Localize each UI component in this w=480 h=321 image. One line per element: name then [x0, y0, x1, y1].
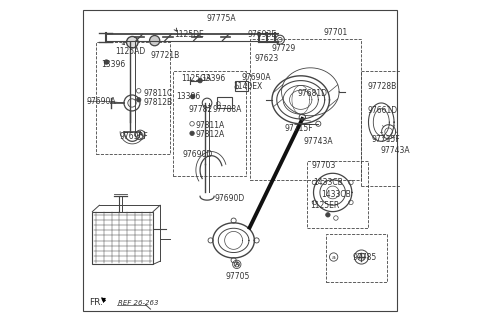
Text: 97728B: 97728B: [368, 82, 397, 91]
Text: 13396: 13396: [176, 92, 200, 101]
Bar: [250, 39, 361, 180]
Text: 97693E: 97693E: [248, 30, 277, 39]
Text: 97788A: 97788A: [213, 105, 242, 114]
Text: 97690D: 97690D: [182, 150, 213, 159]
Circle shape: [325, 213, 330, 217]
Text: 1433CB: 1433CB: [322, 190, 351, 199]
Text: A: A: [235, 262, 239, 267]
Bar: [307, 160, 368, 228]
Text: 97743A: 97743A: [381, 146, 410, 155]
Text: 97721B: 97721B: [151, 50, 180, 59]
Text: 97701: 97701: [323, 28, 348, 37]
Text: 97681D: 97681D: [298, 89, 327, 98]
Polygon shape: [102, 297, 106, 302]
Text: 97812B: 97812B: [144, 98, 173, 107]
Text: 97661D: 97661D: [367, 107, 397, 116]
Circle shape: [198, 78, 202, 83]
Text: 97703: 97703: [312, 161, 336, 170]
Bar: [96, 42, 170, 154]
Text: 1125GA: 1125GA: [181, 74, 211, 83]
Circle shape: [191, 94, 195, 99]
Circle shape: [190, 131, 194, 135]
Text: 97812A: 97812A: [195, 130, 225, 139]
Circle shape: [104, 60, 108, 64]
Text: FR.: FR.: [89, 298, 103, 307]
Circle shape: [136, 98, 141, 102]
Text: 97715F: 97715F: [371, 135, 400, 144]
Circle shape: [127, 37, 138, 48]
Text: 97785: 97785: [352, 254, 377, 263]
Text: 97811A: 97811A: [195, 121, 225, 130]
Circle shape: [234, 262, 240, 267]
Text: 97705: 97705: [226, 272, 250, 281]
Text: 97782: 97782: [189, 105, 213, 114]
Text: 1125AD: 1125AD: [115, 47, 145, 56]
Text: 97743A: 97743A: [304, 137, 334, 146]
Bar: [173, 71, 246, 177]
Text: 13396: 13396: [202, 74, 226, 83]
Text: 1433CB: 1433CB: [313, 178, 343, 187]
Text: 97715F: 97715F: [284, 124, 313, 133]
Text: 97775A: 97775A: [206, 14, 236, 23]
Text: 97690A: 97690A: [241, 73, 271, 82]
Bar: [361, 71, 400, 186]
Bar: [235, 81, 248, 91]
Text: a: a: [332, 255, 336, 259]
Text: 97811C: 97811C: [144, 89, 173, 98]
Text: 13396: 13396: [101, 60, 125, 69]
Text: 97690D: 97690D: [215, 194, 245, 203]
Circle shape: [150, 36, 160, 46]
Text: 97690F: 97690F: [119, 132, 148, 141]
Text: 97690A: 97690A: [86, 97, 116, 106]
Text: 97623: 97623: [254, 54, 278, 63]
Bar: [92, 212, 153, 265]
Bar: [326, 234, 387, 282]
Text: REF 26-263: REF 26-263: [118, 300, 158, 306]
Text: 97729: 97729: [272, 44, 296, 53]
Text: 1140EX: 1140EX: [233, 82, 262, 91]
Text: A: A: [138, 133, 143, 137]
Text: 1125DE: 1125DE: [174, 30, 204, 39]
Bar: [217, 97, 232, 108]
Text: 1125ER: 1125ER: [310, 201, 339, 210]
